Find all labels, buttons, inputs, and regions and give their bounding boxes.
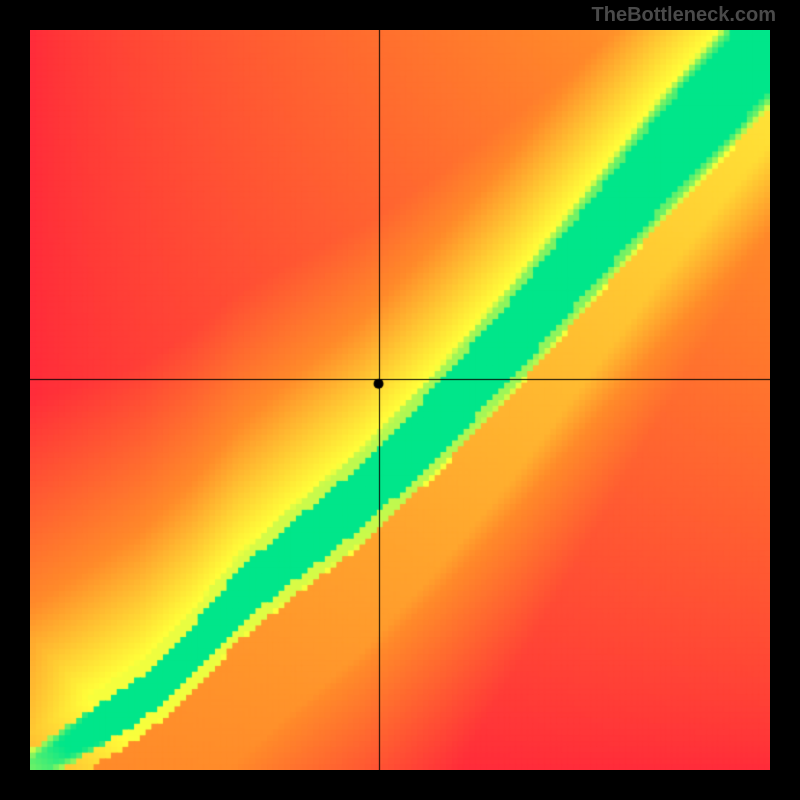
watermark-text: TheBottleneck.com bbox=[592, 4, 776, 27]
plot-area bbox=[30, 30, 770, 770]
heatmap-canvas bbox=[30, 30, 770, 770]
page-container: TheBottleneck.com bbox=[0, 0, 800, 800]
